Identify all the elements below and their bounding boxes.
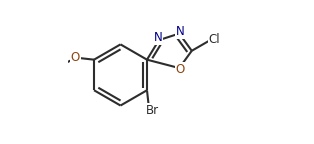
Text: Cl: Cl bbox=[208, 33, 220, 47]
Text: N: N bbox=[176, 25, 185, 38]
Text: Br: Br bbox=[146, 104, 159, 117]
Text: O: O bbox=[176, 63, 185, 76]
Text: N: N bbox=[154, 31, 162, 44]
Text: O: O bbox=[71, 51, 80, 64]
